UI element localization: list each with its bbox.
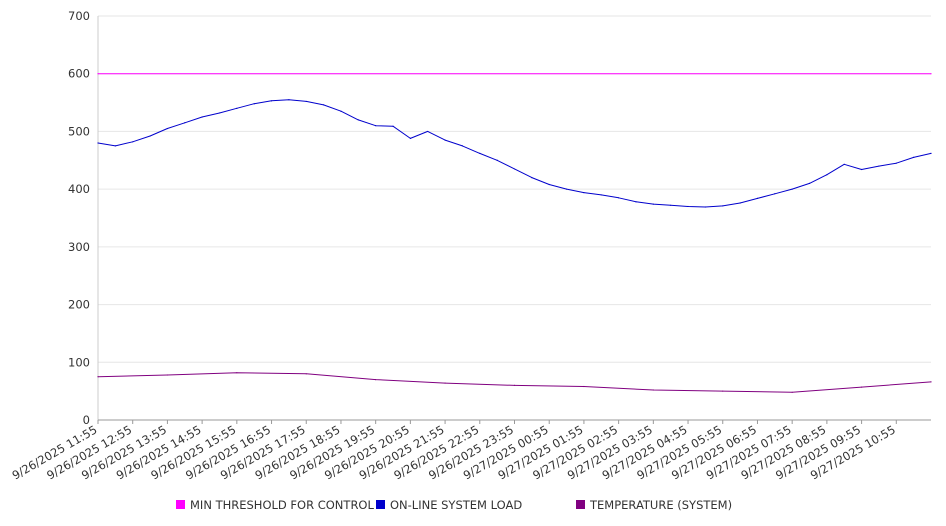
series-1-point-37 bbox=[739, 202, 741, 204]
y-tick-label-600: 600 bbox=[68, 67, 90, 81]
series-1-point-11 bbox=[288, 99, 290, 101]
y-tick-label-700: 700 bbox=[68, 9, 90, 23]
series-1-point-38 bbox=[756, 197, 759, 199]
series-1-point-32 bbox=[652, 203, 654, 205]
y-tick-label-400: 400 bbox=[68, 182, 90, 196]
y-tick-label-500: 500 bbox=[68, 124, 90, 138]
series-1-point-29 bbox=[600, 194, 602, 196]
series-1-point-44 bbox=[860, 168, 863, 171]
series-1-point-45 bbox=[878, 165, 880, 167]
series-1-point-20 bbox=[444, 139, 446, 141]
legend-swatch-0 bbox=[176, 500, 185, 509]
series-line-2 bbox=[97, 372, 932, 393]
series-2-point-0 bbox=[97, 376, 99, 378]
y-tick-label-300: 300 bbox=[68, 240, 90, 254]
series-1-point-2 bbox=[132, 141, 134, 143]
series-1-point-31 bbox=[635, 201, 637, 203]
series-1-point-17 bbox=[392, 125, 394, 127]
series-2-point-9 bbox=[722, 390, 724, 392]
series-1-point-30 bbox=[618, 197, 620, 199]
series-1-point-48 bbox=[930, 152, 932, 154]
series-1-point-42 bbox=[826, 174, 828, 176]
series-1-point-40 bbox=[791, 188, 793, 190]
series-1-point-5 bbox=[184, 122, 186, 124]
series-1-point-9 bbox=[253, 103, 255, 105]
series-1-point-43 bbox=[843, 163, 845, 165]
series-1-point-24 bbox=[513, 168, 516, 170]
series-2-point-6 bbox=[513, 384, 516, 386]
series-1-point-10 bbox=[270, 100, 273, 102]
legend-swatch-1 bbox=[376, 500, 385, 509]
series-line-1 bbox=[97, 99, 932, 208]
series-1-point-22 bbox=[479, 152, 481, 154]
series-1-point-46 bbox=[895, 162, 897, 164]
series-2-point-10 bbox=[791, 391, 793, 393]
series-2-point-4 bbox=[375, 379, 377, 381]
series-1-point-21 bbox=[461, 145, 464, 147]
series-1-point-47 bbox=[913, 156, 915, 158]
legend-label-1: ON-LINE SYSTEM LOAD bbox=[390, 498, 522, 512]
series-1-point-28 bbox=[583, 192, 585, 194]
series-2-point-1 bbox=[166, 374, 169, 376]
series-1-point-18 bbox=[409, 137, 411, 139]
series-2-point-2 bbox=[236, 372, 238, 374]
series-1-point-8 bbox=[236, 107, 238, 109]
series-2-point-8 bbox=[652, 389, 654, 391]
series-1-point-6 bbox=[201, 116, 203, 118]
series-1-point-34 bbox=[687, 205, 689, 208]
axes bbox=[97, 16, 931, 424]
y-tick-label-0: 0 bbox=[83, 413, 90, 427]
series-2-point-7 bbox=[583, 385, 585, 388]
series-1-point-33 bbox=[670, 204, 672, 206]
x-tick-labels: 9/26/2025 11:559/26/2025 12:559/26/2025 … bbox=[10, 422, 898, 482]
series-1-point-0 bbox=[97, 142, 99, 144]
series-1-point-14 bbox=[340, 110, 342, 112]
legend: MIN THRESHOLD FOR CONTROL ON-LINE SYSTEM … bbox=[176, 498, 732, 512]
gridlines bbox=[98, 15, 931, 421]
series-1-point-35 bbox=[704, 206, 706, 208]
series-1-point-16 bbox=[375, 125, 377, 127]
legend-label-0: MIN THRESHOLD FOR CONTROL bbox=[190, 498, 374, 512]
series-2-point-11 bbox=[860, 386, 863, 388]
series-1-point-39 bbox=[774, 193, 776, 195]
series-group bbox=[97, 73, 932, 393]
legend-label-2: TEMPERATURE (SYSTEM) bbox=[589, 498, 732, 512]
series-1-point-25 bbox=[531, 177, 533, 179]
series-2-point-5 bbox=[444, 382, 446, 384]
series-2-point-3 bbox=[305, 373, 307, 375]
series-1-point-4 bbox=[166, 127, 169, 130]
y-tick-label-100: 100 bbox=[68, 355, 90, 369]
series-1-point-41 bbox=[808, 182, 811, 184]
series-1-point-23 bbox=[496, 159, 498, 161]
series-1-point-27 bbox=[565, 188, 568, 190]
series-1-point-12 bbox=[305, 100, 307, 103]
series-1-point-7 bbox=[218, 112, 221, 114]
series-0-point-0 bbox=[97, 73, 99, 75]
series-1-point-3 bbox=[149, 135, 151, 137]
series-1-point-13 bbox=[323, 104, 325, 106]
series-1-point-36 bbox=[722, 205, 724, 207]
series-2-point-12 bbox=[930, 381, 932, 383]
series-1-point-15 bbox=[357, 119, 359, 121]
series-1-point-26 bbox=[548, 183, 550, 186]
y-tick-labels: 0 100 200 300 400 500 600 700 bbox=[68, 9, 90, 427]
legend-swatch-2 bbox=[576, 500, 585, 509]
series-1-point-1 bbox=[114, 145, 116, 147]
series-0-point-1 bbox=[930, 73, 932, 75]
y-tick-label-200: 200 bbox=[68, 298, 90, 312]
series-1-point-19 bbox=[427, 130, 429, 133]
